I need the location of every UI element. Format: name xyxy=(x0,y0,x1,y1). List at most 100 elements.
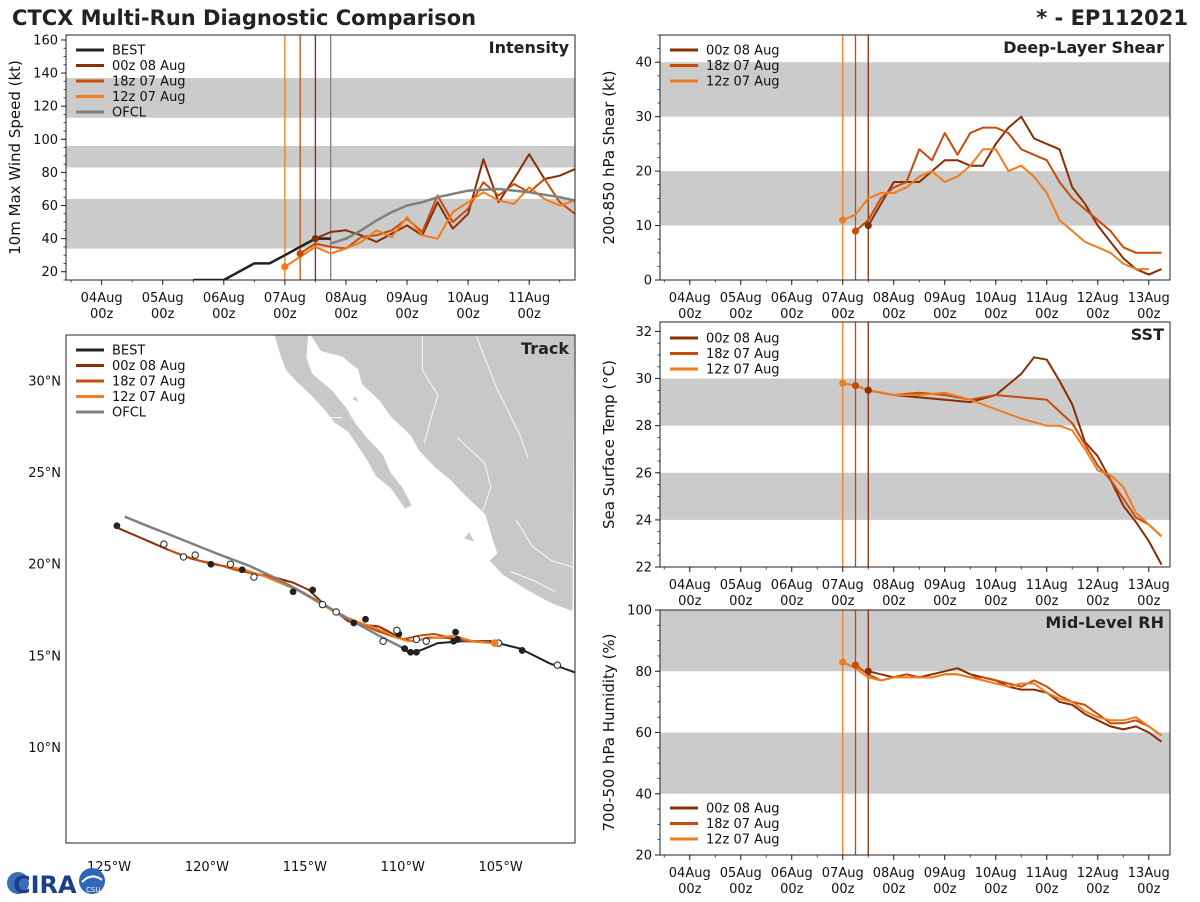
intensity-xtick-label-0-0: 04Aug xyxy=(81,291,123,306)
intensity-legend-label-00z-08-aug: 00z 08 Aug xyxy=(112,59,186,74)
sst-xtick-label-1-1: 00z xyxy=(729,594,753,609)
rh-xtick-label-7-0: 11Aug xyxy=(1026,866,1068,881)
intensity-series-12z-07-aug xyxy=(284,186,575,268)
sst-xtick-label-9-1: 00z xyxy=(1137,594,1161,609)
shear-xtick-label-1-1: 00z xyxy=(729,307,753,322)
sst-start-marker-12z-07-aug xyxy=(839,379,847,387)
sst-legend-label-12z-07-aug: 12z 07 Aug xyxy=(706,363,780,378)
rh-legend-label-18z-07-aug: 18z 07 Aug xyxy=(706,817,780,832)
rh-xtick-label-6-1: 00z xyxy=(984,882,1008,897)
rh-start-marker-00z-08-aug xyxy=(864,667,872,675)
rh-xtick-label-9-0: 13Aug xyxy=(1128,866,1170,881)
shear-xtick-label-4-0: 08Aug xyxy=(873,291,915,306)
shear-xtick-label-8-1: 00z xyxy=(1086,307,1110,322)
track-dot-00z-08-aug-4 xyxy=(454,636,461,643)
track-dot-18z-07-aug-0 xyxy=(362,615,369,623)
rh-ytick-label-20: 20 xyxy=(635,849,652,864)
intensity-ytick-label-120: 120 xyxy=(33,100,58,115)
track-xtick-label-4: 105°W xyxy=(479,860,523,875)
intensity-legend-label-18z-07-aug: 18z 07 Aug xyxy=(112,75,186,90)
shear-ytick-label-30: 30 xyxy=(635,110,652,125)
baja-california-land xyxy=(273,335,414,510)
sst-xtick-label-3-1: 00z xyxy=(831,594,855,609)
intensity-series-00z-08-aug xyxy=(315,153,575,243)
sst-series-00z-08-aug xyxy=(868,356,1163,566)
islas-marias-land xyxy=(462,530,477,544)
rh-ytick-label-80: 80 xyxy=(635,665,652,680)
sst-xtick-label-7-0: 11Aug xyxy=(1026,578,1068,593)
track-panel: 125°W 120°W 115°W 110°W 105°W10°N15°N20°N25°… xyxy=(28,334,576,875)
rh-xtick-label-7-1: 00z xyxy=(1035,882,1059,897)
sst-xtick-label-5-0: 09Aug xyxy=(924,578,966,593)
shear-ytick-label-40: 40 xyxy=(635,56,652,71)
mainland-mexico-land xyxy=(309,335,575,613)
sst-frame xyxy=(659,321,1171,568)
tiburon-island-land xyxy=(350,394,361,404)
border-jalisco xyxy=(515,519,575,569)
rh-xtick-label-1-1: 00z xyxy=(729,882,753,897)
sst-panel: 22242628303204Aug00z05Aug00z06Aug00z07Au… xyxy=(600,321,1171,609)
intensity-xtick-label-4-0: 08Aug xyxy=(325,291,367,306)
shear-xtick-label-2-0: 06Aug xyxy=(771,291,813,306)
track-xtick-label-1: 120°W xyxy=(185,860,229,875)
track-dot-ofcl-5 xyxy=(226,560,235,568)
track-dot-00z-08-aug-0 xyxy=(113,522,121,530)
intensity-band-0 xyxy=(66,198,575,249)
shear-start-marker-00z-08-aug xyxy=(864,221,872,230)
intensity-title: Intensity xyxy=(489,38,570,57)
rh-xtick-label-8-1: 00z xyxy=(1086,882,1110,897)
sst-xtick-label-0-0: 04Aug xyxy=(669,578,711,593)
track-dot-ofcl-9 xyxy=(412,635,421,644)
rh-xtick-label-3-0: 07Aug xyxy=(822,866,864,881)
sst-series-group xyxy=(842,356,1163,566)
rh-panel: 2040608010004Aug00z05Aug00z06Aug00z07Aug… xyxy=(600,604,1171,897)
rh-legend-label-00z-08-aug: 00z 08 Aug xyxy=(706,802,780,817)
rh-xtick-label-5-1: 00z xyxy=(933,882,957,897)
figure-title: CTCX Multi-Run Diagnostic Comparison xyxy=(12,6,476,30)
intensity-xtick-label-5-1: 00z xyxy=(395,307,419,322)
rh-legend-label-12z-07-aug: 12z 07 Aug xyxy=(706,833,780,848)
track-dot-best-6 xyxy=(553,661,562,669)
rh-xtick-label-4-0: 08Aug xyxy=(873,866,915,881)
rh-ylabel: 700-500 hPa Humidity (%) xyxy=(600,633,618,831)
sst-ylabel: Sea Surface Temp (°C) xyxy=(600,360,618,529)
rh-start-marker-18z-07-aug xyxy=(851,661,860,669)
rh-xtick-label-6-0: 10Aug xyxy=(975,866,1017,881)
rh-band-1 xyxy=(660,610,1170,672)
track-dot-best-4 xyxy=(407,648,414,656)
rh-xtick-label-9-1: 00z xyxy=(1137,882,1161,897)
shear-xtick-label-3-0: 07Aug xyxy=(822,291,864,306)
shear-ytick-label-10: 10 xyxy=(635,219,652,234)
intensity-panel: 2040608010012014016004Aug00z05Aug00z06Au… xyxy=(6,33,576,322)
seal-icon xyxy=(79,868,105,894)
shear-start-marker-12z-07-aug xyxy=(839,216,847,224)
intensity-xtick-label-4-1: 00z xyxy=(334,307,358,322)
shear-title: Deep-Layer Shear xyxy=(1003,38,1164,57)
sst-xtick-label-6-0: 10Aug xyxy=(975,578,1017,593)
sst-series-18z-07-aug xyxy=(855,384,1163,538)
intensity-ytick-label-140: 140 xyxy=(33,67,58,82)
intensity-xtick-label-7-0: 11Aug xyxy=(508,291,550,306)
intensity-legend-label-12z-07-aug: 12z 07 Aug xyxy=(112,90,186,105)
rh-series-00z-08-aug xyxy=(868,667,1163,743)
sst-xtick-label-9-0: 13Aug xyxy=(1128,578,1170,593)
shear-xtick-label-7-1: 00z xyxy=(1035,307,1059,322)
track-dot-ofcl-6 xyxy=(191,551,199,559)
rh-xtick-label-2-0: 06Aug xyxy=(771,866,813,881)
track-dot-00z-08-aug-1 xyxy=(207,560,215,568)
logo-text: CIRA xyxy=(13,871,77,898)
track-dot-ofcl-0 xyxy=(393,626,401,634)
shear-xtick-label-6-1: 00z xyxy=(984,307,1008,322)
intensity-xtick-label-0-1: 00z xyxy=(90,307,114,322)
track-ytick-label-1: 15°N xyxy=(28,649,61,664)
sst-start-marker-18z-07-aug xyxy=(851,382,860,390)
shear-xtick-label-6-0: 10Aug xyxy=(975,291,1017,306)
sst-ytick-label-22: 22 xyxy=(635,561,652,576)
rh-xtick-label-8-0: 12Aug xyxy=(1077,866,1119,881)
track-ytick-label-4: 30°N xyxy=(28,374,61,389)
shear-legend-label-00z-08-aug: 00z 08 Aug xyxy=(706,44,780,59)
sst-xtick-label-8-0: 12Aug xyxy=(1077,578,1119,593)
sst-xtick-label-2-0: 06Aug xyxy=(771,578,813,593)
intensity-xtick-label-2-0: 06Aug xyxy=(203,291,245,306)
